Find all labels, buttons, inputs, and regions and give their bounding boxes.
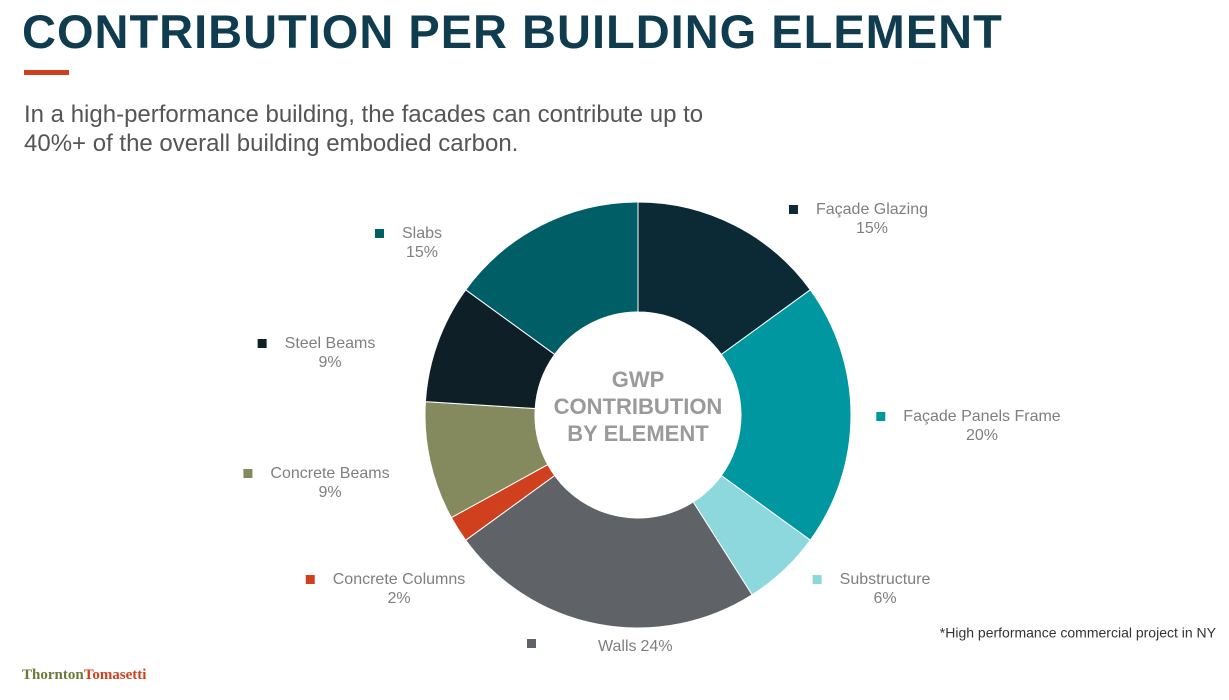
legend-label: Concrete Beams	[270, 465, 389, 482]
legend-label: Façade Glazing	[816, 201, 928, 218]
legend-label: Slabs	[402, 225, 442, 242]
value-label: 9%	[318, 484, 341, 501]
value-label: 15%	[406, 244, 438, 261]
center-label: GWP	[612, 367, 665, 392]
legend-swatch	[374, 229, 384, 238]
value-label: 2%	[387, 590, 410, 607]
slice	[464, 474, 753, 629]
slice	[720, 289, 852, 541]
legend-swatch	[305, 575, 315, 584]
value-label: 24%	[641, 638, 673, 655]
logo: ThorntonTomasetti	[22, 667, 146, 683]
center-label: BY ELEMENT	[567, 421, 709, 446]
legend-label: Façade Panels Frame	[903, 408, 1061, 425]
slice	[637, 201, 812, 356]
legend-swatch	[527, 639, 536, 648]
value-label: 6%	[873, 590, 896, 607]
legend-label: Walls	[598, 638, 637, 655]
logo-second: Tomasetti	[84, 667, 147, 683]
legend-swatch	[788, 205, 798, 214]
legend-swatch	[876, 412, 886, 421]
subtitle: In a high-performance building, the faca…	[24, 101, 704, 157]
legend-swatch	[257, 339, 267, 348]
footnote: *High performance commercial project in …	[940, 625, 1217, 641]
center-label: CONTRIBUTION	[554, 394, 723, 419]
logo-first: Thornton	[22, 667, 84, 683]
legend-label: Concrete Columns	[333, 571, 466, 588]
legend-swatch	[243, 469, 253, 478]
slide-title: CONTRIBUTION PER BUILDING ELEMENT	[22, 5, 1003, 58]
value-label: 9%	[318, 354, 341, 371]
value-label: 20%	[966, 427, 998, 444]
legend-swatch	[812, 575, 822, 584]
value-label: 15%	[856, 220, 888, 237]
legend-label: Substructure	[840, 571, 931, 588]
legend-label: Steel Beams	[285, 335, 376, 352]
slice	[464, 201, 639, 356]
accent-bar	[24, 70, 69, 75]
